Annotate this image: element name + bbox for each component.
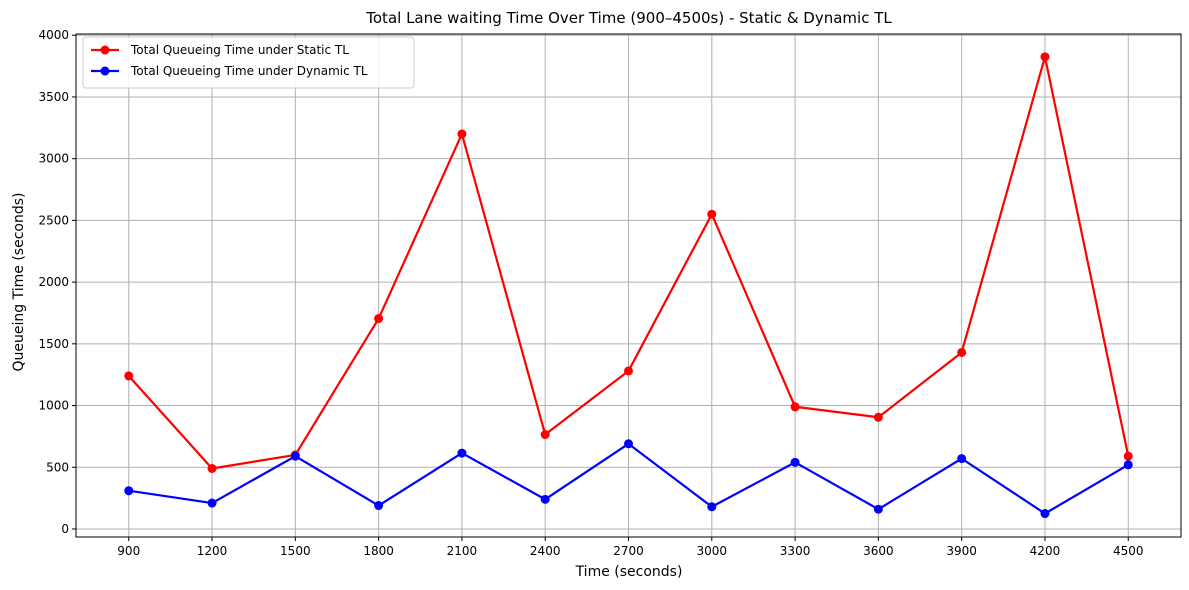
data-point	[790, 402, 800, 412]
data-point	[1123, 451, 1133, 461]
legend-label: Total Queueing Time under Static TL	[130, 43, 349, 57]
data-point	[124, 371, 134, 381]
data-point	[790, 457, 800, 467]
x-axis: 900 1200 1500 1800 2100 2400 2700 3000 3300 3600 3…	[117, 537, 1144, 558]
x-tick-label: 4500	[1113, 544, 1144, 558]
x-tick-label: 2100	[447, 544, 478, 558]
x-tick-label: 1800	[363, 544, 394, 558]
x-tick-label: 2700	[613, 544, 644, 558]
data-point	[957, 347, 967, 357]
data-point	[457, 448, 467, 458]
legend: Total Queueing Time under Static TL Total…	[82, 36, 415, 89]
legend-label: Total Queueing Time under Dynamic TL	[130, 64, 368, 78]
data-point	[957, 454, 967, 464]
y-tick-label: 500	[46, 460, 69, 474]
x-axis-label: Time (seconds)	[575, 564, 683, 580]
data-point	[207, 498, 217, 508]
data-point	[207, 463, 217, 473]
x-tick-label: 3600	[863, 544, 894, 558]
x-tick-label: 1500	[280, 544, 311, 558]
data-point	[1123, 460, 1133, 470]
x-tick-label: 4200	[1030, 544, 1061, 558]
x-tick-label: 900	[117, 544, 140, 558]
y-axis-label: Queueing Time (seconds)	[11, 193, 27, 372]
series-dynamic-tl	[124, 439, 1133, 519]
data-point	[1040, 52, 1050, 62]
y-tick-label: 3000	[38, 152, 69, 166]
data-point	[124, 486, 134, 496]
y-axis: 0 500 1000 1500 2000 2500 3000 3500 4000	[38, 28, 76, 536]
data-point	[374, 314, 384, 324]
data-point	[1040, 509, 1050, 519]
legend-entries: Total Queueing Time under Static TL Total…	[91, 43, 368, 78]
legend-entry: Total Queueing Time under Static TL	[91, 43, 349, 57]
legend-marker	[100, 45, 110, 55]
x-tick-label: 3900	[946, 544, 977, 558]
data-point	[624, 439, 633, 449]
data-point	[540, 494, 550, 504]
x-tick-label: 3300	[780, 544, 811, 558]
data-point	[290, 451, 300, 461]
y-tick-label: 2000	[38, 275, 69, 289]
y-tick-label: 0	[61, 522, 69, 536]
chart-title: Total Lane waiting Time Over Time (900–4…	[365, 9, 892, 27]
data-point	[707, 209, 717, 219]
legend-marker	[100, 66, 110, 76]
data-point	[707, 502, 717, 512]
data-point	[540, 430, 550, 440]
data-point	[873, 412, 883, 422]
y-tick-label: 1000	[38, 399, 69, 413]
x-tick-label: 2400	[530, 544, 561, 558]
data-point	[457, 129, 467, 139]
data-point	[873, 504, 883, 514]
data-point	[624, 366, 633, 376]
y-tick-label: 1500	[38, 337, 69, 351]
y-tick-label: 4000	[38, 28, 69, 42]
x-tick-label: 1200	[197, 544, 228, 558]
legend-entry: Total Queueing Time under Dynamic TL	[91, 64, 368, 78]
legend-box	[82, 36, 415, 89]
data-point	[374, 501, 384, 511]
grid	[76, 34, 1181, 537]
x-tick-label: 3000	[697, 544, 728, 558]
y-tick-label: 2500	[38, 213, 69, 227]
y-tick-label: 3500	[38, 90, 69, 104]
series-layer	[124, 52, 1133, 519]
